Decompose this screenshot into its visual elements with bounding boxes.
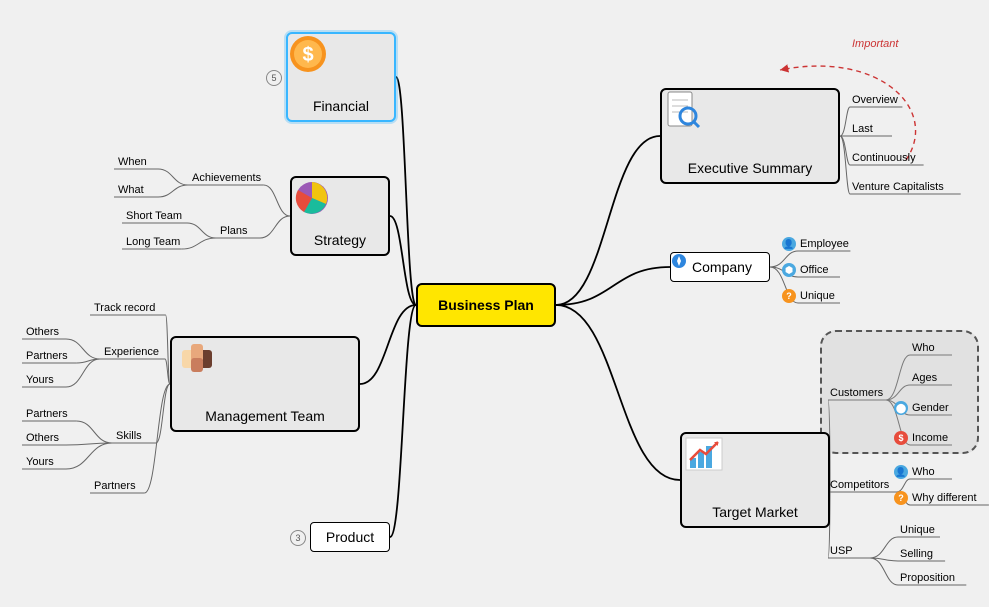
leaf[interactable]: Unique xyxy=(800,290,835,302)
leaf[interactable]: Gender xyxy=(912,402,949,414)
node-label: Executive Summary xyxy=(688,160,812,176)
leaf[interactable]: Track record xyxy=(94,302,155,314)
leaf-icon: ⬤ xyxy=(894,401,908,415)
leaf-icon: 👤 xyxy=(894,465,908,479)
leaf[interactable]: Partners xyxy=(26,408,68,420)
leaf-icon: $ xyxy=(894,431,908,445)
relationship-label: Important xyxy=(852,38,898,50)
leaf[interactable]: Yours xyxy=(26,374,54,386)
node-label: Strategy xyxy=(314,232,366,248)
branch-label[interactable]: Plans xyxy=(220,225,248,237)
branch-label[interactable]: Customers xyxy=(830,387,883,399)
branch-label[interactable]: Skills xyxy=(116,430,142,442)
leaf-icon: 👤 xyxy=(782,237,796,251)
node-company[interactable]: Company xyxy=(670,252,770,282)
root-node[interactable]: Business Plan xyxy=(416,283,556,327)
leaf[interactable]: Partners xyxy=(26,350,68,362)
node-label: Financial xyxy=(313,98,369,114)
leaf[interactable]: Overview xyxy=(852,94,898,106)
leaf[interactable]: Why different xyxy=(912,492,977,504)
leaf[interactable]: Long Team xyxy=(126,236,180,248)
leaf[interactable]: Continuously xyxy=(852,152,916,164)
branch-label[interactable]: Achievements xyxy=(192,172,261,184)
leaf[interactable]: Others xyxy=(26,432,59,444)
node-exec[interactable]: Executive Summary xyxy=(660,88,840,184)
node-financial[interactable]: $ Financial xyxy=(286,32,396,122)
leaf-icon: ? xyxy=(894,491,908,505)
branch-label[interactable]: Competitors xyxy=(830,479,889,491)
leaf[interactable]: Others xyxy=(26,326,59,338)
child-count: 5 xyxy=(266,70,282,86)
leaf[interactable]: Proposition xyxy=(900,572,955,584)
leaf[interactable]: Employee xyxy=(800,238,849,250)
leaf[interactable]: Office xyxy=(800,264,829,276)
leaf-icon: ⬢ xyxy=(782,263,796,277)
leaf[interactable]: Who xyxy=(912,342,935,354)
branch-label[interactable]: USP xyxy=(830,545,853,557)
leaf[interactable]: Short Team xyxy=(126,210,182,222)
branch-label[interactable]: Experience xyxy=(104,346,159,358)
child-count: 3 xyxy=(290,530,306,546)
node-management[interactable]: Management Team xyxy=(170,336,360,432)
node-target[interactable]: Target Market xyxy=(680,432,830,528)
leaf[interactable]: Unique xyxy=(900,524,935,536)
leaf[interactable]: Partners xyxy=(94,480,136,492)
leaf[interactable]: Selling xyxy=(900,548,933,560)
node-label: Management Team xyxy=(205,408,325,424)
leaf[interactable]: Who xyxy=(912,466,935,478)
node-product[interactable]: Product xyxy=(310,522,390,552)
leaf[interactable]: Ages xyxy=(912,372,937,384)
node-label: Company xyxy=(692,259,752,275)
node-strategy[interactable]: Strategy xyxy=(290,176,390,256)
svg-text:$: $ xyxy=(302,44,313,66)
leaf[interactable]: Venture Capitalists xyxy=(852,181,944,193)
node-label: Product xyxy=(326,529,374,545)
leaf[interactable]: Income xyxy=(912,432,948,444)
leaf[interactable]: When xyxy=(118,156,147,168)
leaf[interactable]: Yours xyxy=(26,456,54,468)
leaf[interactable]: What xyxy=(118,184,144,196)
leaf-icon: ? xyxy=(782,289,796,303)
leaf[interactable]: Last xyxy=(852,123,873,135)
node-label: Target Market xyxy=(712,504,798,520)
